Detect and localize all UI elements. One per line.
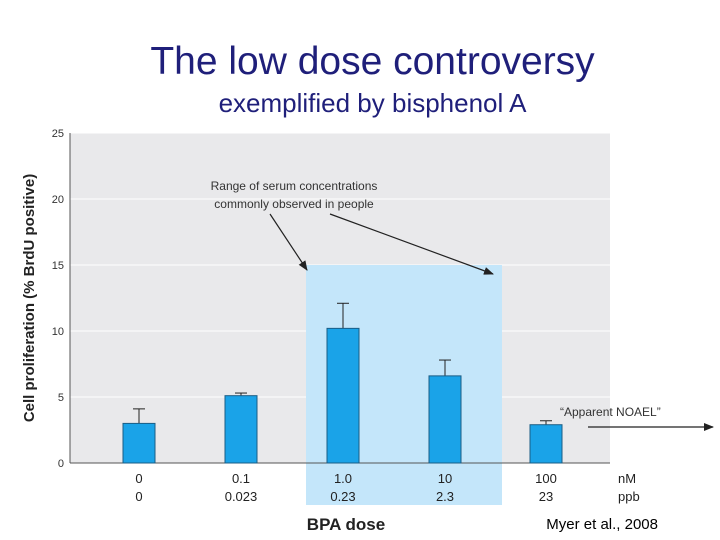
x-tick-label-ppb: 23: [539, 489, 553, 504]
bar: [529, 424, 563, 464]
annotation-arrow-right: [329, 213, 494, 275]
x-tick-label-ppb: 0.23: [330, 489, 355, 504]
y-axis: 0 5 10 15 20 25: [52, 128, 610, 470]
annotation-range-line1: Range of serum concentrations: [211, 179, 378, 193]
x-tick-label-nm: 1.0: [334, 471, 352, 486]
x-tick-label-nm: 0: [135, 471, 142, 486]
unit-label-ppb: ppb: [618, 489, 640, 504]
x-tick-label-ppb: 0.023: [225, 489, 258, 504]
y-tick-label: 0: [58, 458, 64, 470]
x-tick-label-nm: 10: [438, 471, 452, 486]
y-tick-label: 10: [52, 326, 64, 338]
y-tick-label: 25: [52, 128, 64, 140]
x-tick-label-nm: 100: [535, 471, 557, 486]
x-tick-label-ppb: 0: [135, 489, 142, 504]
x-axis-label: BPA dose: [307, 515, 385, 534]
y-tick-label: 15: [52, 260, 64, 272]
y-tick-label: 5: [58, 392, 64, 404]
annotation-noael: “Apparent NOAEL”: [560, 405, 661, 419]
annotation-range-line2: commonly observed in people: [214, 197, 374, 211]
slide-subtitle: exemplified by bisphenol A: [218, 88, 527, 118]
grid-lines: [70, 132, 610, 398]
bar: [428, 375, 462, 464]
unit-label-nm: nM: [618, 471, 636, 486]
bars: [122, 302, 563, 464]
citation: Myer et al., 2008: [546, 516, 658, 533]
bar: [122, 422, 156, 464]
x-tick-label-nm: 0.1: [232, 471, 250, 486]
bar: [326, 327, 360, 464]
x-tick-label-ppb: 2.3: [436, 489, 454, 504]
annotation-arrow-left: [269, 213, 308, 271]
y-axis-label: Cell proliferation (% BrdU positive): [21, 174, 38, 422]
slide-title: The low dose controversy: [150, 40, 595, 83]
bar: [224, 395, 258, 464]
x-tick-labels: 0 0.1 1.0 10 100 0 0.023 0.23 2.3 23: [135, 471, 556, 504]
y-tick-label: 20: [52, 194, 64, 206]
